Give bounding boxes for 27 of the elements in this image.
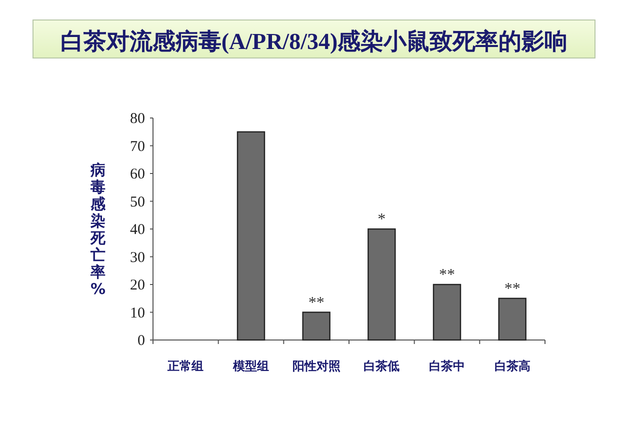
y-tick-label: 50 <box>130 194 145 210</box>
bar <box>432 284 462 341</box>
x-tick-label: 阳性对照 <box>292 359 340 373</box>
annotation: ** <box>308 294 324 312</box>
bar <box>498 298 526 341</box>
chart-title: 白茶对流感病毒(A/PR/8/34)感染小鼠致死率的影响 <box>60 28 568 54</box>
y-tick-label: 40 <box>130 222 145 238</box>
title: 白茶对流感病毒(A/PR/8/34)感染小鼠致死率的影响 <box>32 20 596 58</box>
bar <box>236 131 266 341</box>
y-tick-label: 10 <box>130 305 145 322</box>
annotation: ** <box>504 280 520 298</box>
bar <box>302 312 330 341</box>
x-tick-label: 模型组 <box>232 359 269 373</box>
y-tick-label: 0 <box>138 333 145 349</box>
x-tick-label: 正常组 <box>166 359 204 373</box>
annotation: * <box>378 211 386 228</box>
y-axis-title: 病毒感染死亡率% <box>90 161 106 298</box>
x-tick-label: 白茶高 <box>494 359 530 373</box>
y-tick-label: 70 <box>130 138 145 155</box>
bar <box>368 228 396 341</box>
x-tick-label: 白茶低 <box>364 359 400 373</box>
y-tick-label: 80 <box>130 111 145 127</box>
y-tick-label: 20 <box>130 278 145 294</box>
x-tick-label: 白茶中 <box>429 359 465 373</box>
annotation: ** <box>439 266 455 284</box>
y-tick-label: 30 <box>130 250 145 266</box>
y-tick-label: 60 <box>130 166 145 182</box>
